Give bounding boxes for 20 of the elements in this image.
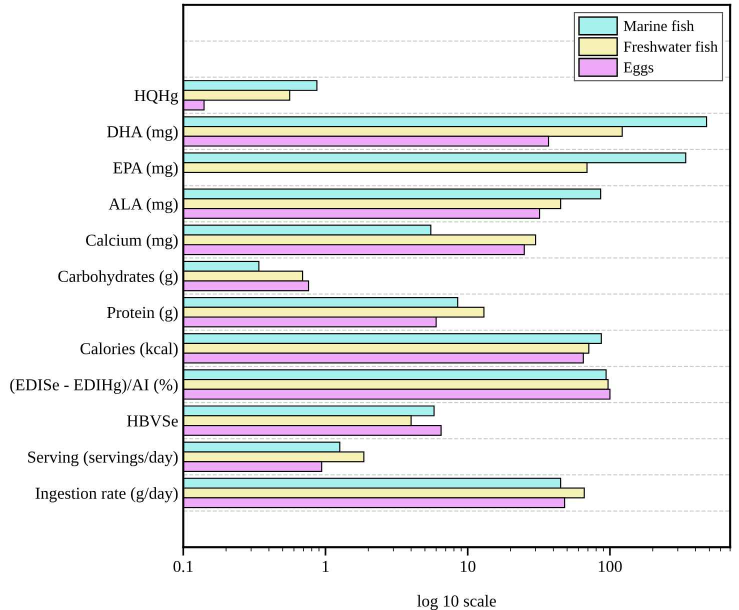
x-axis-title: log 10 scale xyxy=(417,594,496,610)
legend-label: Marine fish xyxy=(624,20,694,32)
x-tick-label: 100 xyxy=(598,560,622,572)
y-tick-label: Calories (kcal) xyxy=(80,342,178,358)
y-tick-label: HBVSe xyxy=(127,415,178,427)
x-tick-label: 1 xyxy=(322,560,329,572)
y-tick-label: Carbohydrates (g) xyxy=(58,270,178,286)
y-tick-label: ALA (mg) xyxy=(108,198,178,214)
y-tick-label: Serving (servings/day) xyxy=(28,451,178,466)
x-tick-label: 0.1 xyxy=(173,560,193,572)
legend-label: Eggs xyxy=(624,62,654,76)
y-tick-label: HQHg xyxy=(134,90,178,105)
x-tick-label: 10 xyxy=(460,560,476,572)
y-tick-label: DHA (mg) xyxy=(107,126,178,141)
legend-label: Freshwater fish xyxy=(624,40,718,52)
y-tick-label: EPA (mg) xyxy=(113,162,178,177)
y-tick-label: (EDISe - EDIHg)/AI (%) xyxy=(10,378,178,394)
y-tick-label: Ingestion rate (g/day) xyxy=(36,487,178,502)
y-tick-label: Protein (g) xyxy=(107,306,178,322)
y-tick-label: Calcium (mg) xyxy=(86,234,178,250)
